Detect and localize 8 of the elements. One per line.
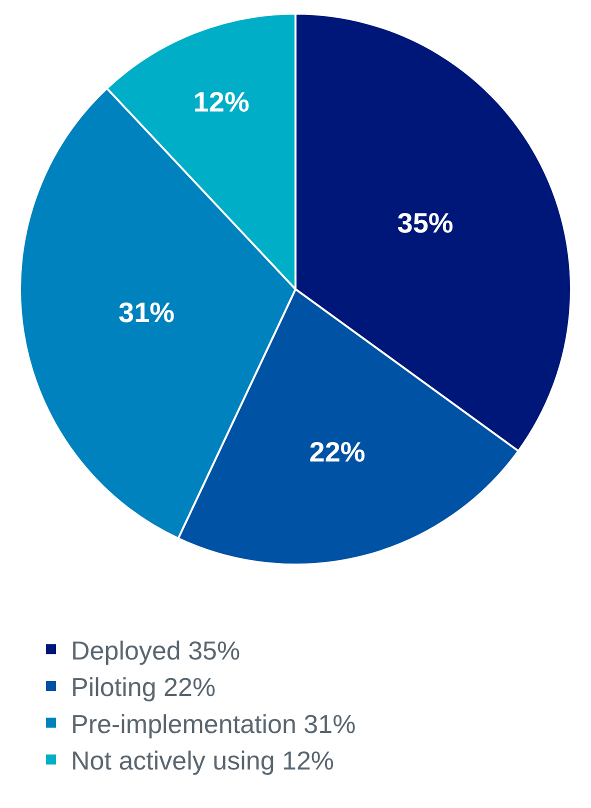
data-label: 31% — [118, 297, 175, 328]
legend-label: Pre-implementation 31% — [71, 708, 356, 739]
data-label: 12% — [193, 86, 250, 118]
data-label: 22% — [309, 436, 366, 468]
legend-label: Deployed 35% — [71, 635, 240, 666]
data-label: 35% — [397, 208, 454, 239]
legend-label: Not actively using 12% — [71, 746, 334, 776]
legend-label: Piloting 22% — [71, 672, 216, 702]
